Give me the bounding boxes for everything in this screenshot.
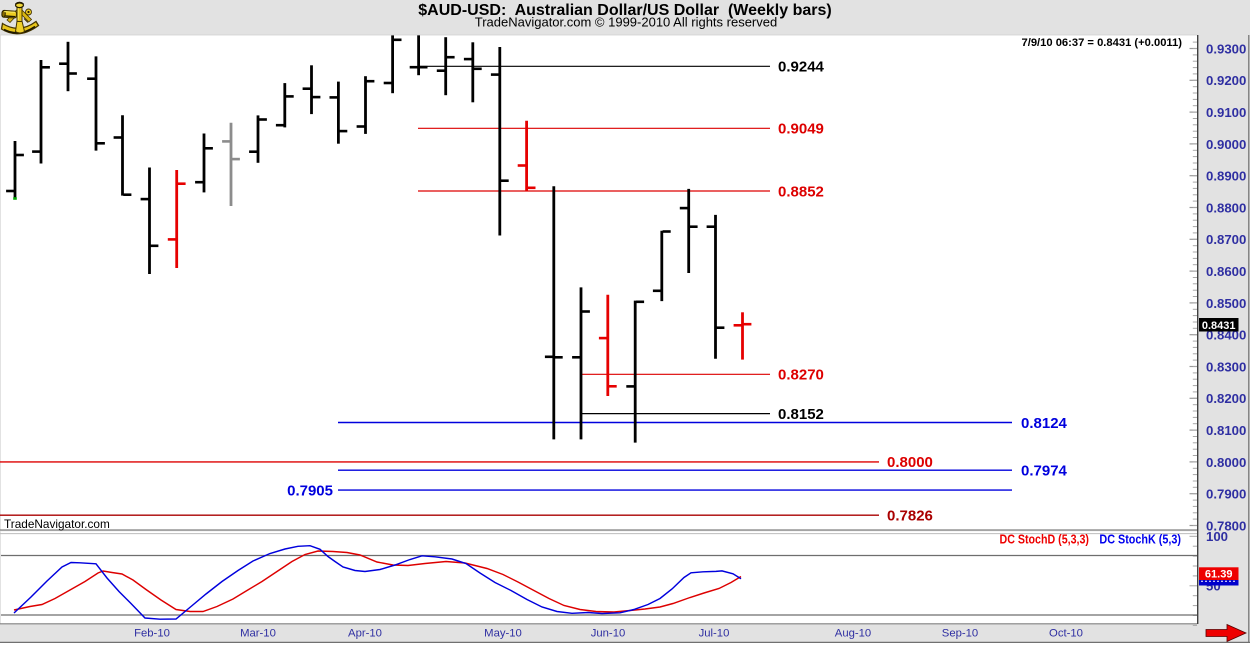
- svg-text:0.7900: 0.7900: [1206, 487, 1246, 502]
- svg-text:0.8200: 0.8200: [1206, 391, 1246, 406]
- svg-text:0.9049: 0.9049: [778, 121, 824, 138]
- svg-text:DC StochD (5,3,3): DC StochD (5,3,3): [1000, 533, 1090, 547]
- svg-text:Sep-10: Sep-10: [942, 627, 978, 639]
- svg-text:0.8270: 0.8270: [778, 367, 824, 384]
- svg-text:Jun-10: Jun-10: [591, 627, 626, 639]
- svg-text:TradeNavigator.com © 1999-2010: TradeNavigator.com © 1999-2010 All right…: [475, 15, 777, 30]
- svg-text:0.7905: 0.7905: [287, 482, 333, 499]
- svg-text:0.8800: 0.8800: [1206, 200, 1246, 215]
- svg-text:Apr-10: Apr-10: [348, 627, 382, 639]
- svg-text:$AUD-USD: Australian Dollar/U: $AUD-USD: Australian Dollar/US Dollar (W…: [418, 2, 831, 19]
- svg-text:0.9300: 0.9300: [1206, 41, 1246, 56]
- svg-text:Mar-10: Mar-10: [240, 627, 276, 639]
- svg-text:Oct-10: Oct-10: [1049, 627, 1083, 639]
- svg-text:0.8300: 0.8300: [1206, 359, 1246, 374]
- svg-text:0.8152: 0.8152: [778, 406, 824, 423]
- svg-text:0.8700: 0.8700: [1206, 232, 1246, 247]
- svg-text:0.8124: 0.8124: [1021, 415, 1068, 432]
- svg-text:DC StochK (5,3): DC StochK (5,3): [1099, 533, 1181, 547]
- svg-text:0.7800: 0.7800: [1206, 518, 1246, 533]
- svg-text:0.9000: 0.9000: [1206, 137, 1246, 152]
- svg-text:TradeNavigator.com: TradeNavigator.com: [4, 517, 110, 531]
- svg-text:Feb-10: Feb-10: [134, 627, 170, 639]
- svg-text:0.7974: 0.7974: [1021, 463, 1068, 480]
- svg-text:0.9100: 0.9100: [1206, 105, 1246, 120]
- svg-text:0.8431: 0.8431: [1202, 320, 1236, 332]
- svg-text:0.8900: 0.8900: [1206, 169, 1246, 184]
- svg-text:0.9200: 0.9200: [1206, 73, 1246, 88]
- svg-text:0.9244: 0.9244: [778, 59, 825, 76]
- svg-text:0.8000: 0.8000: [887, 454, 933, 471]
- svg-text:7/9/10 06:37 = 0.8431 (+0.0011: 7/9/10 06:37 = 0.8431 (+0.0011): [1022, 37, 1183, 49]
- svg-text:0.8852: 0.8852: [778, 183, 824, 200]
- svg-text:May-10: May-10: [484, 627, 522, 639]
- svg-text:Jul-10: Jul-10: [699, 627, 730, 639]
- svg-text:0.8600: 0.8600: [1206, 264, 1246, 279]
- svg-text:Aug-10: Aug-10: [835, 627, 871, 639]
- svg-text:0.8000: 0.8000: [1206, 455, 1246, 470]
- svg-text:0.7826: 0.7826: [887, 508, 933, 525]
- svg-text:61.39: 61.39: [1205, 569, 1233, 581]
- svg-text:100: 100: [1206, 529, 1228, 544]
- svg-text:0.8500: 0.8500: [1206, 296, 1246, 311]
- svg-text:0.8100: 0.8100: [1206, 423, 1246, 438]
